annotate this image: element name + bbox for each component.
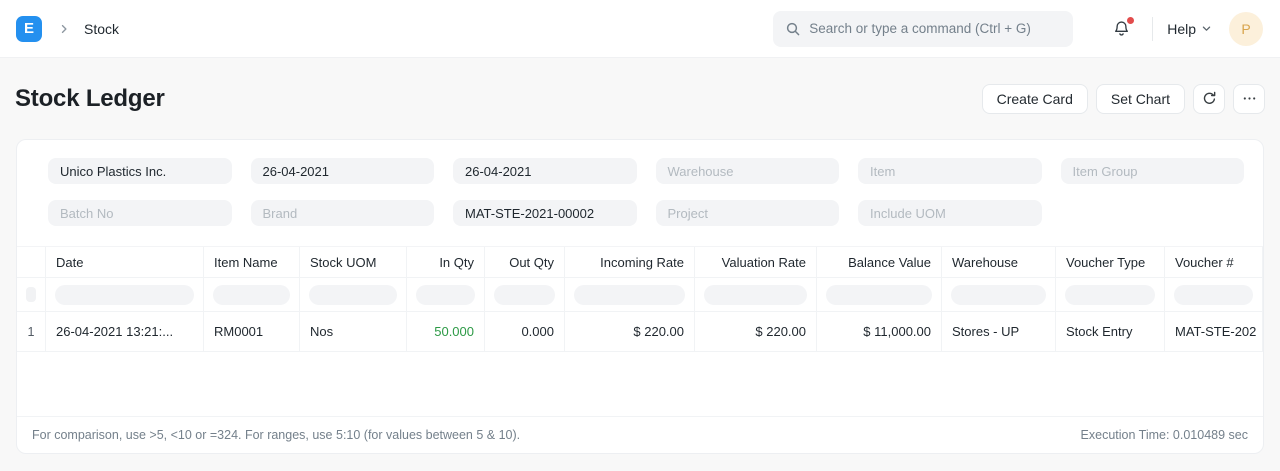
table-filter-row — [17, 278, 1263, 312]
help-button[interactable]: Help — [1167, 21, 1212, 37]
breadcrumb: E Stock — [16, 15, 120, 42]
filter-item[interactable]: Item — [858, 158, 1042, 184]
column-header-stock-uom[interactable]: Stock UOM — [300, 247, 407, 277]
user-avatar[interactable]: P — [1229, 11, 1263, 46]
column-header-voucher-type[interactable]: Voucher Type — [1056, 247, 1165, 277]
column-filter-in-qty[interactable] — [416, 284, 475, 305]
cell-warehouse: Stores - UP — [942, 312, 1056, 351]
more-button[interactable] — [1233, 83, 1265, 114]
bell-icon — [1115, 21, 1129, 36]
breadcrumb-chevron-icon — [58, 23, 70, 35]
execution-time: Execution Time: 0.010489 sec — [1080, 428, 1248, 442]
column-header-item-name[interactable]: Item Name — [204, 247, 300, 277]
page-header: Stock Ledger Create Card Set Chart — [0, 58, 1280, 139]
filter-from-date[interactable]: 26-04-2021 — [250, 158, 434, 184]
app-logo[interactable]: E — [16, 15, 42, 42]
table-header-row: Date Item Name Stock UOM In Qty Out Qty … — [17, 246, 1263, 278]
column-header-in-qty[interactable]: In Qty — [407, 247, 485, 277]
cell-date: 26-04-2021 13:21:... — [46, 312, 204, 351]
page-title: Stock Ledger — [15, 84, 165, 112]
column-filter-incoming-rate[interactable] — [574, 284, 685, 305]
chevron-down-icon — [1202, 26, 1211, 31]
table-row[interactable]: 1 26-04-2021 13:21:... RM0001 Nos 50.000… — [17, 312, 1263, 352]
filter-company[interactable]: Unico Plastics Inc. — [48, 158, 232, 184]
filter-batch-no[interactable]: Batch No — [48, 200, 232, 226]
filter-brand[interactable]: Brand — [250, 200, 434, 226]
cell-stock-uom: Nos — [300, 312, 407, 351]
column-header-warehouse[interactable]: Warehouse — [942, 247, 1056, 277]
report-filters: Unico Plastics Inc. 26-04-2021 26-04-202… — [17, 140, 1263, 246]
column-filter-voucher-type[interactable] — [1065, 284, 1155, 305]
cell-incoming-rate: $ 220.00 — [565, 312, 695, 351]
breadcrumb-stock[interactable]: Stock — [84, 20, 120, 37]
column-filter-item-name[interactable] — [213, 284, 290, 305]
global-search[interactable] — [773, 10, 1074, 47]
filter-project[interactable]: Project — [655, 200, 839, 226]
notification-dot — [1127, 17, 1135, 24]
column-header-balance-value[interactable]: Balance Value — [817, 247, 942, 277]
filter-to-date[interactable]: 26-04-2021 — [453, 158, 637, 184]
column-header-voucher-no[interactable]: Voucher # — [1165, 247, 1263, 277]
help-label: Help — [1167, 20, 1196, 37]
search-input[interactable] — [809, 21, 1062, 36]
filter-warehouse[interactable]: Warehouse — [655, 158, 839, 184]
filter-item-group[interactable]: Item Group — [1060, 158, 1244, 184]
create-card-button[interactable]: Create Card — [981, 83, 1088, 114]
column-filter-voucher-no[interactable] — [1174, 284, 1253, 305]
navbar-divider — [1152, 16, 1154, 41]
ellipsis-icon — [1243, 97, 1255, 100]
filter-include-uom[interactable]: Include UOM — [858, 200, 1042, 226]
cell-out-qty: 0.000 — [485, 312, 565, 351]
column-header-valuation-rate[interactable]: Valuation Rate — [695, 247, 817, 277]
column-filter-balance-value[interactable] — [826, 284, 932, 305]
column-filter-date[interactable] — [55, 284, 194, 305]
column-header-out-qty[interactable]: Out Qty — [485, 247, 565, 277]
table-empty-area — [17, 352, 1263, 416]
avatar-initial: P — [1241, 20, 1251, 37]
page-actions: Create Card Set Chart — [981, 83, 1265, 114]
column-header-incoming-rate[interactable]: Incoming Rate — [565, 247, 695, 277]
column-filter-stock-uom[interactable] — [309, 284, 397, 305]
cell-item-name: RM0001 — [204, 312, 300, 351]
notifications-button[interactable] — [1112, 17, 1135, 38]
navbar: E Stock Help P — [0, 0, 1280, 58]
card-footer: For comparison, use >5, <10 or =324. For… — [17, 416, 1263, 453]
refresh-icon — [1203, 91, 1215, 104]
filter-voucher-no[interactable]: MAT-STE-2021-00002 — [453, 200, 637, 226]
report-table: Date Item Name Stock UOM In Qty Out Qty … — [17, 246, 1263, 352]
column-header-index — [17, 247, 46, 277]
column-filter-warehouse[interactable] — [951, 284, 1046, 305]
cell-voucher-no: MAT-STE-202 — [1165, 312, 1263, 351]
cell-row-index: 1 — [17, 312, 46, 351]
cell-voucher-type: Stock Entry — [1056, 312, 1165, 351]
filter-hint: For comparison, use >5, <10 or =324. For… — [32, 428, 521, 442]
cell-valuation-rate: $ 220.00 — [695, 312, 817, 351]
cell-balance-value: $ 11,000.00 — [817, 312, 942, 351]
column-header-date[interactable]: Date — [46, 247, 204, 277]
report-card: Unico Plastics Inc. 26-04-2021 26-04-202… — [16, 139, 1264, 454]
app-logo-letter: E — [23, 20, 34, 37]
cell-in-qty: 50.000 — [407, 312, 485, 351]
column-filter-valuation-rate[interactable] — [704, 284, 807, 305]
column-filter-out-qty[interactable] — [494, 284, 555, 305]
select-all-checkbox[interactable] — [26, 287, 36, 302]
refresh-button[interactable] — [1193, 83, 1225, 114]
search-icon — [787, 22, 800, 35]
set-chart-button[interactable]: Set Chart — [1095, 83, 1185, 114]
